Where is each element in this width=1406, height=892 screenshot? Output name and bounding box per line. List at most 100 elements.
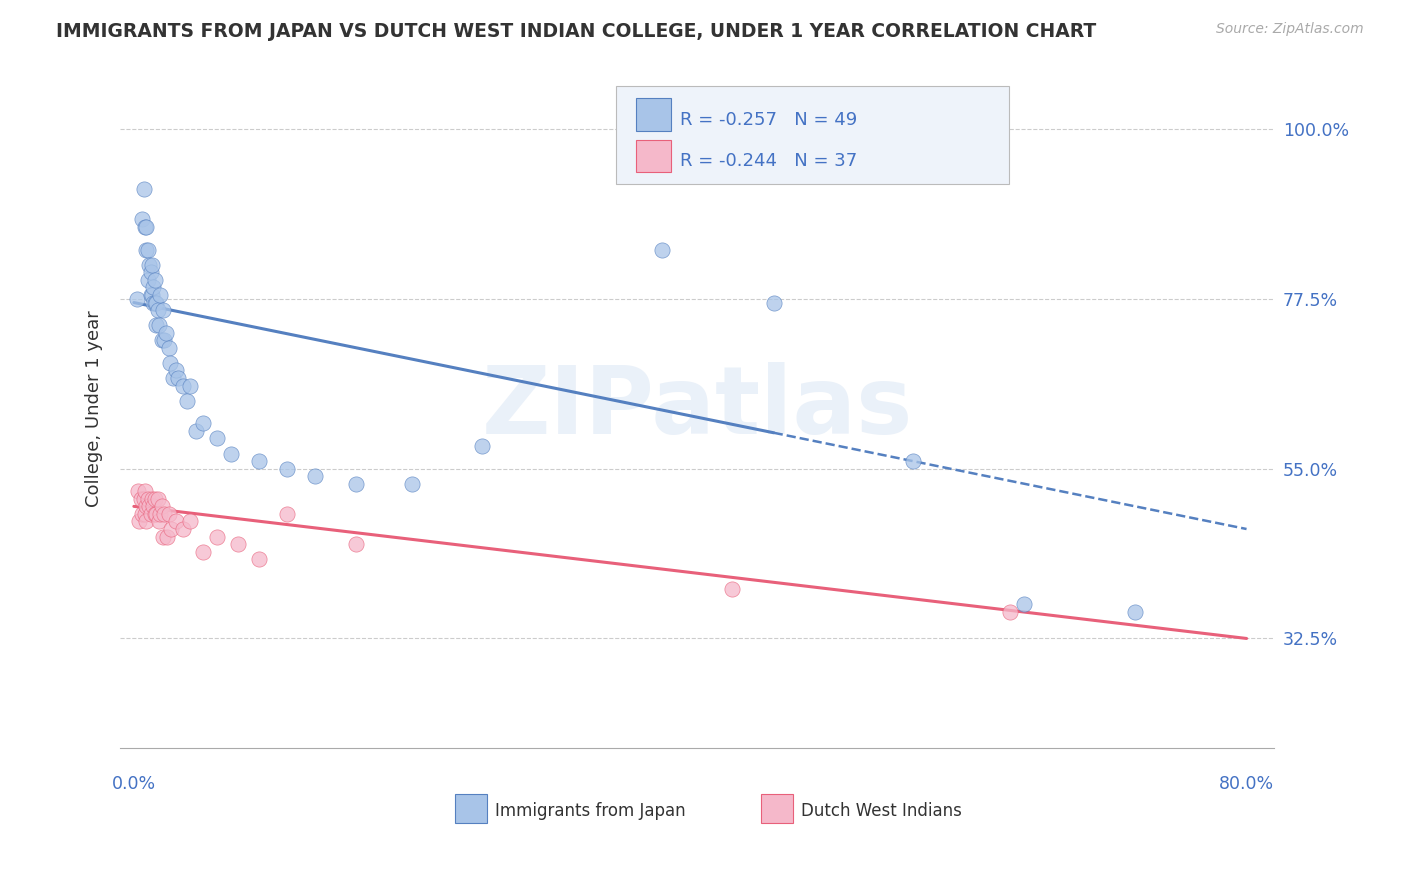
Point <box>247 552 270 566</box>
Point <box>139 288 162 302</box>
Text: Dutch West Indians: Dutch West Indians <box>801 802 962 821</box>
Point <box>153 507 176 521</box>
Point <box>136 273 159 287</box>
Point <box>172 378 194 392</box>
Point <box>401 476 423 491</box>
Point <box>141 258 163 272</box>
Point <box>150 500 173 514</box>
Text: R = -0.244   N = 37: R = -0.244 N = 37 <box>681 153 858 170</box>
Point <box>901 454 924 468</box>
Point <box>149 288 172 302</box>
Point <box>159 356 181 370</box>
Point <box>145 295 167 310</box>
Point <box>146 491 169 506</box>
Point <box>138 500 160 514</box>
FancyBboxPatch shape <box>616 86 1010 184</box>
Point <box>762 295 785 310</box>
Point <box>143 295 166 310</box>
Point <box>276 461 298 475</box>
Point <box>142 295 165 310</box>
Point <box>651 243 673 257</box>
Point <box>304 469 326 483</box>
Point <box>148 318 170 333</box>
Point <box>145 318 167 333</box>
Point <box>150 333 173 347</box>
Point <box>135 243 157 257</box>
Point <box>165 515 187 529</box>
Point <box>179 378 201 392</box>
Text: 0.0%: 0.0% <box>112 775 156 793</box>
Point <box>138 258 160 272</box>
Point <box>131 507 153 521</box>
Point <box>721 582 744 597</box>
Text: Immigrants from Japan: Immigrants from Japan <box>495 802 686 821</box>
Text: ZIPatlas: ZIPatlas <box>481 362 912 454</box>
Point <box>207 530 229 544</box>
Point <box>143 491 166 506</box>
Point <box>134 507 156 521</box>
Y-axis label: College, Under 1 year: College, Under 1 year <box>86 310 103 507</box>
Point <box>176 393 198 408</box>
Text: 80.0%: 80.0% <box>1219 775 1274 793</box>
Point <box>167 371 190 385</box>
Point <box>156 530 179 544</box>
Text: Source: ZipAtlas.com: Source: ZipAtlas.com <box>1216 22 1364 37</box>
Point <box>139 507 162 521</box>
Bar <box>761 794 793 822</box>
Point <box>141 491 163 506</box>
Point <box>276 507 298 521</box>
Bar <box>636 140 671 172</box>
Bar <box>454 794 486 822</box>
Point <box>135 515 157 529</box>
Point <box>186 424 208 438</box>
Bar <box>636 98 671 131</box>
Point <box>226 537 249 551</box>
Point <box>136 243 159 257</box>
Point <box>344 476 367 491</box>
Point <box>134 484 156 499</box>
Point <box>142 500 165 514</box>
Point <box>129 491 152 506</box>
Point <box>207 432 229 446</box>
Text: R = -0.257   N = 49: R = -0.257 N = 49 <box>681 111 858 128</box>
Point <box>219 446 242 460</box>
Point <box>165 363 187 377</box>
Point <box>152 530 174 544</box>
Point <box>135 500 157 514</box>
Point <box>136 491 159 506</box>
Point <box>127 484 149 499</box>
Point <box>247 454 270 468</box>
Point <box>998 605 1021 619</box>
Point <box>179 515 201 529</box>
Point <box>157 507 180 521</box>
Point <box>143 273 166 287</box>
Point <box>155 326 177 340</box>
Point <box>141 288 163 302</box>
Point <box>152 303 174 318</box>
Point <box>139 265 162 279</box>
Point <box>146 303 169 318</box>
Point <box>132 491 155 506</box>
Point <box>162 371 184 385</box>
Point <box>471 439 494 453</box>
Text: IMMIGRANTS FROM JAPAN VS DUTCH WEST INDIAN COLLEGE, UNDER 1 YEAR CORRELATION CHA: IMMIGRANTS FROM JAPAN VS DUTCH WEST INDI… <box>56 22 1097 41</box>
Point <box>142 280 165 294</box>
Point <box>193 417 215 431</box>
Point <box>148 515 170 529</box>
Point <box>132 182 155 196</box>
Point <box>143 507 166 521</box>
Point <box>160 522 183 536</box>
Point <box>1012 598 1035 612</box>
Point <box>131 212 153 227</box>
Point <box>145 507 167 521</box>
Point <box>135 220 157 235</box>
Point <box>193 544 215 558</box>
Point <box>1123 605 1146 619</box>
Point <box>157 341 180 355</box>
Point <box>172 522 194 536</box>
Point <box>134 220 156 235</box>
Point <box>128 515 150 529</box>
Point <box>153 333 176 347</box>
Point <box>125 292 148 306</box>
Point <box>149 507 172 521</box>
